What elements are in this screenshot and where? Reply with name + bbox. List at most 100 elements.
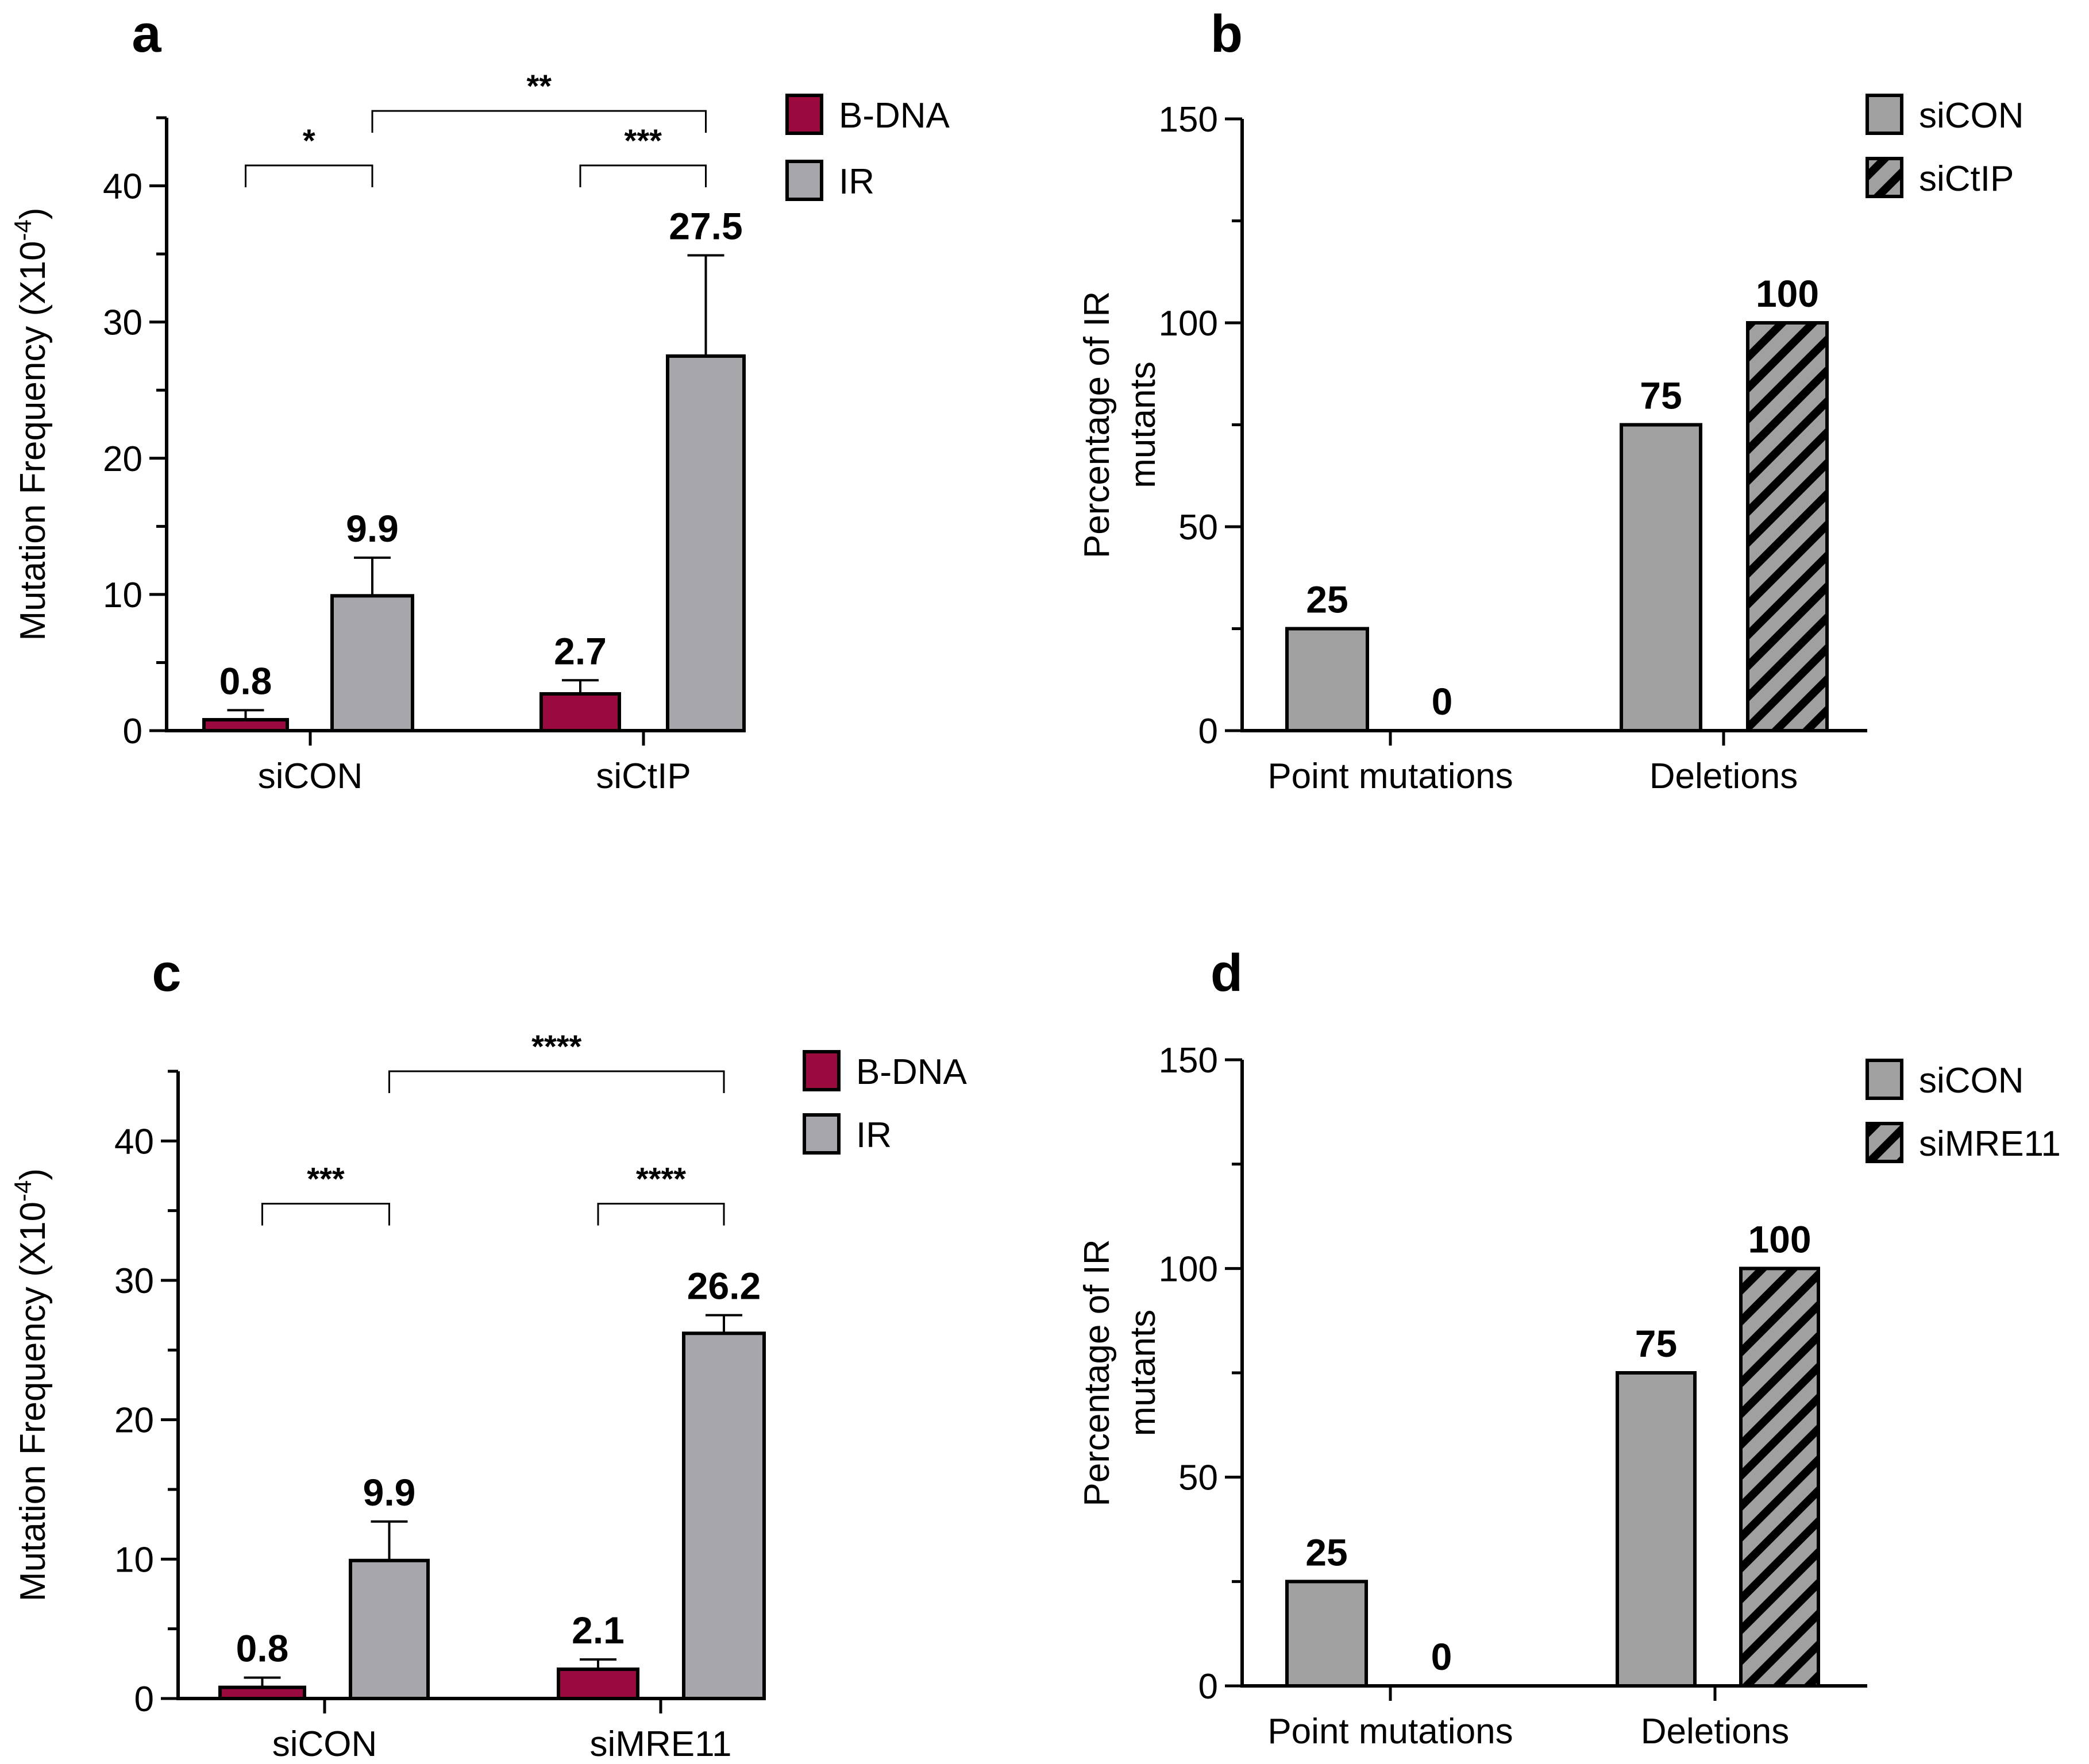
y-axis-title-close: ): [13, 1168, 53, 1180]
significance-label: ****: [636, 1161, 686, 1197]
significance-bracket: [579, 164, 707, 187]
y-tick-label: 100: [1159, 304, 1218, 343]
panel-letter: c: [152, 944, 181, 1002]
legend-label: IR: [856, 1115, 892, 1155]
x-category-label: Point mutations: [1267, 756, 1513, 796]
bar-B-DNA: [218, 1685, 306, 1701]
significance-label: ***: [307, 1161, 345, 1197]
bar-IR: [330, 594, 414, 733]
panel-a-chart: a 0 10 20 30 40 Mutation Frequency (X10-4) siCO…: [9, 5, 950, 796]
legend-swatch-siCON: [1866, 1059, 1903, 1100]
significance-label: ***: [625, 122, 662, 159]
legend-label: siCON: [1919, 96, 2024, 136]
legend-swatch-IR: [803, 1113, 841, 1155]
bar-IR: [666, 354, 746, 732]
y-tick-label: 20: [103, 439, 142, 479]
x-category-label: Point mutations: [1267, 1712, 1513, 1751]
bar-siCON: [1285, 1580, 1368, 1688]
y-axis-title-close: ): [13, 207, 53, 219]
panel-c-chart: c 0 10 20 30 40 Mutation Frequency (X10-4) siCO…: [9, 944, 968, 1764]
legend-label: B-DNA: [839, 96, 950, 136]
y-tick-label: 150: [1159, 100, 1218, 140]
legend-label: siCON: [1919, 1061, 2024, 1101]
significance-bracket: [388, 1070, 725, 1093]
y-tick-label: 10: [114, 1540, 154, 1580]
bar-siCON: [1285, 627, 1369, 732]
x-category-label: siMRE11: [590, 1724, 732, 1764]
significance-label: ****: [531, 1028, 581, 1064]
x-category-label: siCON: [272, 1724, 377, 1764]
data-label: 9.9: [363, 1471, 416, 1514]
data-label: 25: [1305, 1531, 1347, 1573]
bar-IR: [349, 1558, 430, 1701]
y-axis-title-line: Percentage of IR: [1077, 1239, 1117, 1506]
bar-IR: [682, 1331, 766, 1701]
x-category-label: siCtIP: [596, 756, 691, 796]
bar-B-DNA: [202, 718, 289, 733]
legend-swatch-siMRE11: [1866, 1122, 1903, 1163]
y-tick-label: 150: [1159, 1041, 1218, 1080]
bar-siMRE11: [1739, 1267, 1820, 1688]
legend-swatch-B-DNA: [785, 94, 823, 135]
data-label: 100: [1748, 1218, 1811, 1260]
bar-B-DNA: [539, 692, 621, 732]
data-label: 25: [1306, 578, 1348, 621]
legend-swatch-siCON: [1866, 94, 1903, 135]
data-label: 2.1: [572, 1609, 625, 1651]
y-tick-label: 30: [103, 303, 142, 343]
data-label: 0: [1431, 1635, 1452, 1678]
legend-label: IR: [839, 162, 874, 202]
panel-d-chart: d 0 50 100 150 Percentage of IR mutants Point m…: [1077, 944, 2061, 1751]
bar-B-DNA: [557, 1667, 639, 1701]
data-label: 27.5: [669, 204, 742, 247]
legend-label: B-DNA: [856, 1052, 968, 1092]
significance-bracket: [261, 1203, 390, 1226]
significance-label: **: [526, 68, 552, 104]
legend-label: siCtIP: [1919, 159, 2014, 199]
y-tick-label: 100: [1159, 1249, 1218, 1289]
data-label: 100: [1756, 272, 1819, 315]
y-tick-label: 50: [1178, 508, 1218, 547]
data-label: 9.9: [346, 507, 399, 550]
panel-letter: a: [132, 5, 161, 63]
y-tick-label: 40: [114, 1122, 154, 1161]
y-axis-title-text: Mutation Frequency (X10: [13, 241, 53, 640]
y-axis-title-superscript: -4: [9, 219, 36, 241]
y-tick-label: 50: [1178, 1458, 1218, 1498]
data-label: 2.7: [554, 630, 607, 672]
legend-swatch-siCtIP: [1866, 157, 1903, 198]
y-tick-label: 40: [103, 167, 142, 207]
y-axis-title-line: mutants: [1123, 1310, 1163, 1437]
data-label: 0.8: [219, 659, 272, 702]
legend-label: siMRE11: [1919, 1124, 2061, 1164]
legend-swatch-IR: [785, 160, 823, 201]
y-axis-title-line: mutants: [1123, 361, 1163, 488]
bar-siCtIP: [1746, 321, 1829, 732]
y-tick-label: 10: [103, 576, 142, 615]
significance-bracket: [597, 1203, 725, 1226]
y-tick-label: 20: [114, 1401, 154, 1441]
y-tick-label: 0: [123, 712, 142, 751]
x-category-label: Deletions: [1649, 756, 1798, 796]
y-axis-title-text: Mutation Frequency (X10: [13, 1202, 53, 1601]
data-label: 75: [1640, 375, 1682, 417]
significance-bracket: [245, 164, 373, 187]
y-tick-label: 0: [1198, 1667, 1218, 1707]
panel-b-chart: b 0 50 100 150 Percentage of IR mutants Point m…: [1077, 5, 2024, 796]
y-axis-title-superscript: -4: [9, 1180, 36, 1202]
x-category-label: Deletions: [1641, 1712, 1789, 1751]
data-label: 0: [1432, 680, 1453, 723]
significance-label: *: [303, 122, 315, 159]
significance-bracket: [371, 110, 707, 133]
panel-letter: b: [1211, 5, 1243, 63]
bar-siCON: [1616, 1371, 1697, 1688]
bar-siCON: [1620, 423, 1702, 732]
y-axis-title: Mutation Frequency (X10-4): [9, 207, 53, 640]
panel-letter: d: [1211, 944, 1243, 1002]
data-label: 75: [1635, 1322, 1677, 1365]
y-axis-title: Mutation Frequency (X10-4): [9, 1168, 53, 1601]
data-label: 26.2: [687, 1265, 761, 1307]
data-label: 0.8: [236, 1627, 289, 1670]
x-category-label: siCON: [258, 756, 363, 796]
